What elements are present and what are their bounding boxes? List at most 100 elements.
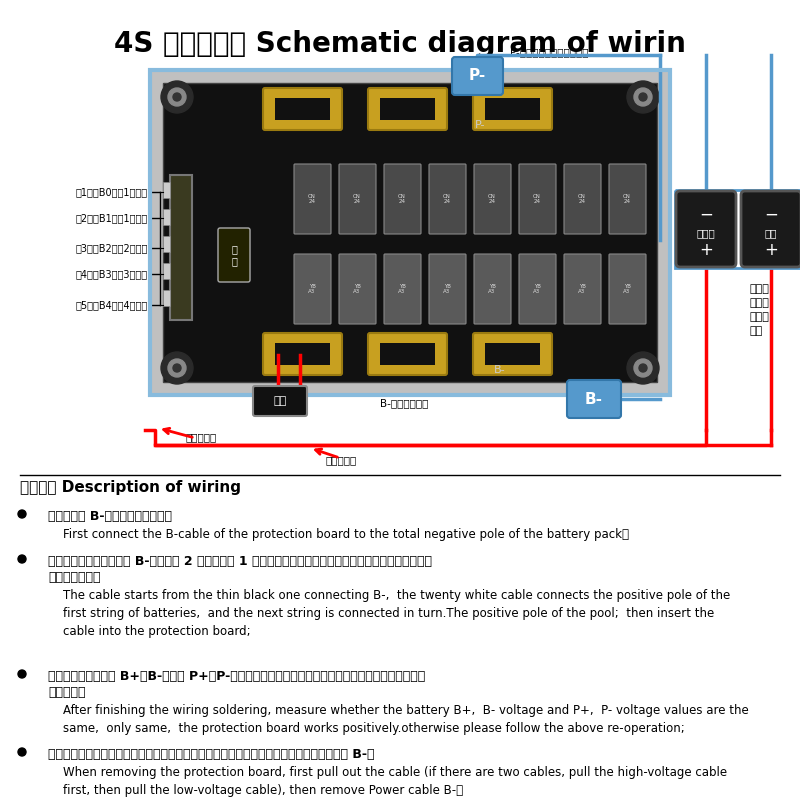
Circle shape: [639, 93, 647, 101]
FancyBboxPatch shape: [473, 88, 552, 130]
FancyBboxPatch shape: [473, 333, 552, 375]
FancyBboxPatch shape: [263, 88, 342, 130]
Circle shape: [18, 555, 26, 563]
Circle shape: [168, 359, 186, 377]
Text: CN
24: CN 24: [623, 194, 631, 204]
FancyBboxPatch shape: [429, 164, 466, 234]
Text: 第5根线B4接第4串正极: 第5根线B4接第4串正极: [76, 300, 148, 310]
Circle shape: [18, 510, 26, 518]
Text: YB
A3: YB A3: [308, 284, 316, 294]
Text: 充电器: 充电器: [697, 228, 715, 238]
Text: 接充电
器正极
和负载
正极: 接充电 器正极 和负载 正极: [750, 284, 770, 336]
Text: 电池总负极: 电池总负极: [185, 432, 216, 442]
Text: B-接电池总负极: B-接电池总负极: [380, 398, 428, 408]
Text: The cable starts from the thin black one connecting B-,  the twenty white cable : The cable starts from the thin black one…: [63, 589, 730, 602]
FancyBboxPatch shape: [429, 254, 466, 324]
Text: 第3根线B2接第2串正极: 第3根线B2接第2串正极: [76, 243, 148, 253]
Text: 先将保护板 B-线到电池组总负极；: 先将保护板 B-线到电池组总负极；: [48, 510, 172, 523]
FancyBboxPatch shape: [609, 164, 646, 234]
Bar: [675, 190, 800, 268]
Bar: [380, 98, 435, 120]
Text: P-: P-: [474, 120, 486, 130]
Text: CN
24: CN 24: [308, 194, 316, 204]
FancyBboxPatch shape: [741, 191, 800, 267]
FancyBboxPatch shape: [384, 254, 421, 324]
Bar: [163, 263, 170, 279]
FancyBboxPatch shape: [474, 254, 511, 324]
Circle shape: [627, 352, 659, 384]
FancyBboxPatch shape: [676, 191, 736, 267]
Text: When removing the protection board, first pull out the cable (if there are two c: When removing the protection board, firs…: [63, 766, 727, 779]
Bar: [163, 83, 657, 382]
Circle shape: [634, 88, 652, 106]
FancyBboxPatch shape: [368, 88, 447, 130]
Text: −: −: [699, 206, 713, 224]
Text: CN
24: CN 24: [443, 194, 451, 204]
Text: 接线说明 Description of wiring: 接线说明 Description of wiring: [20, 480, 241, 495]
Text: 线完成后，测量电池 B+，B-电压与 P+，P-电压值是否相同，相同即保护板工作正常；否则请按照上面: 线完成后，测量电池 B+，B-电压与 P+，P-电压值是否相同，相同即保护板工作…: [48, 670, 426, 683]
Text: 电池总正极: 电池总正极: [325, 455, 356, 465]
Text: 第2根线B1接第1串正极: 第2根线B1接第1串正极: [76, 213, 148, 223]
FancyBboxPatch shape: [150, 70, 670, 395]
Text: YB
A3: YB A3: [623, 284, 630, 294]
Text: First connect the B-cable of the protection board to the total negative pole of : First connect the B-cable of the protect…: [63, 528, 629, 541]
Text: 温
控: 温 控: [231, 244, 237, 266]
Text: CN
24: CN 24: [578, 194, 586, 204]
Text: P-: P-: [468, 69, 486, 83]
Text: YB
A3: YB A3: [488, 284, 496, 294]
Text: 第1根线B0接第1串负极: 第1根线B0接第1串负极: [76, 187, 148, 197]
Text: YB
A3: YB A3: [398, 284, 406, 294]
Text: YB
A3: YB A3: [578, 284, 586, 294]
Text: 4S 接线示意图 Schematic diagram of wirin: 4S 接线示意图 Schematic diagram of wirin: [114, 30, 686, 58]
Text: cable into the protection board;: cable into the protection board;: [63, 625, 250, 638]
FancyBboxPatch shape: [253, 386, 307, 416]
Text: 负载: 负载: [765, 228, 778, 238]
Text: 拆卸保护板时，先拔排线（如果有多个排线，先拔高压排线，再拔低压排线），再拆动力线 B-。: 拆卸保护板时，先拔排线（如果有多个排线，先拔高压排线，再拔低压排线），再拆动力线…: [48, 748, 374, 761]
Text: 线插入保护板；: 线插入保护板；: [48, 571, 101, 584]
FancyBboxPatch shape: [609, 254, 646, 324]
FancyBboxPatch shape: [567, 380, 621, 418]
Circle shape: [627, 81, 659, 113]
FancyBboxPatch shape: [564, 254, 601, 324]
Text: +: +: [699, 241, 713, 259]
Text: 排线从第一根细黑线连接 B-开始，第 2 根线连接第 1 串电池正极，后面依次连接每一串电池的正极：再把排: 排线从第一根细黑线连接 B-开始，第 2 根线连接第 1 串电池正极，后面依次连…: [48, 555, 432, 568]
Circle shape: [18, 670, 26, 678]
Text: 重新操作；: 重新操作；: [48, 686, 86, 699]
Text: 温控: 温控: [274, 396, 286, 406]
Bar: [275, 343, 330, 365]
Text: 第4根线B3接第3串正极: 第4根线B3接第3串正极: [76, 269, 148, 279]
Text: first, then pull the low-voltage cable), then remove Power cable B-。: first, then pull the low-voltage cable),…: [63, 784, 463, 797]
FancyBboxPatch shape: [519, 164, 556, 234]
Bar: [163, 209, 170, 225]
Circle shape: [168, 88, 186, 106]
Bar: [170, 175, 192, 320]
FancyBboxPatch shape: [519, 254, 556, 324]
Bar: [275, 98, 330, 120]
FancyBboxPatch shape: [294, 254, 331, 324]
Text: YB
A3: YB A3: [534, 284, 541, 294]
Bar: [485, 98, 540, 120]
Text: CN
24: CN 24: [488, 194, 496, 204]
FancyBboxPatch shape: [339, 164, 376, 234]
Text: B-: B-: [585, 391, 603, 406]
Text: CN
24: CN 24: [398, 194, 406, 204]
Text: After finishing the wiring soldering, measure whether the battery B+,  B- voltag: After finishing the wiring soldering, me…: [63, 704, 749, 717]
FancyBboxPatch shape: [218, 228, 250, 282]
Circle shape: [173, 364, 181, 372]
FancyBboxPatch shape: [294, 164, 331, 234]
Bar: [150, 70, 670, 395]
Text: same,  only same,  the protection board works positively.otherwise please follow: same, only same, the protection board wo…: [63, 722, 685, 735]
FancyBboxPatch shape: [263, 333, 342, 375]
FancyBboxPatch shape: [384, 164, 421, 234]
FancyBboxPatch shape: [368, 333, 447, 375]
Text: −: −: [764, 206, 778, 224]
FancyBboxPatch shape: [474, 164, 511, 234]
Text: CN
24: CN 24: [533, 194, 541, 204]
Circle shape: [18, 748, 26, 756]
Bar: [380, 343, 435, 365]
Bar: [163, 236, 170, 252]
Text: B-: B-: [494, 365, 506, 375]
FancyBboxPatch shape: [339, 254, 376, 324]
Text: CN
24: CN 24: [353, 194, 361, 204]
Circle shape: [639, 364, 647, 372]
